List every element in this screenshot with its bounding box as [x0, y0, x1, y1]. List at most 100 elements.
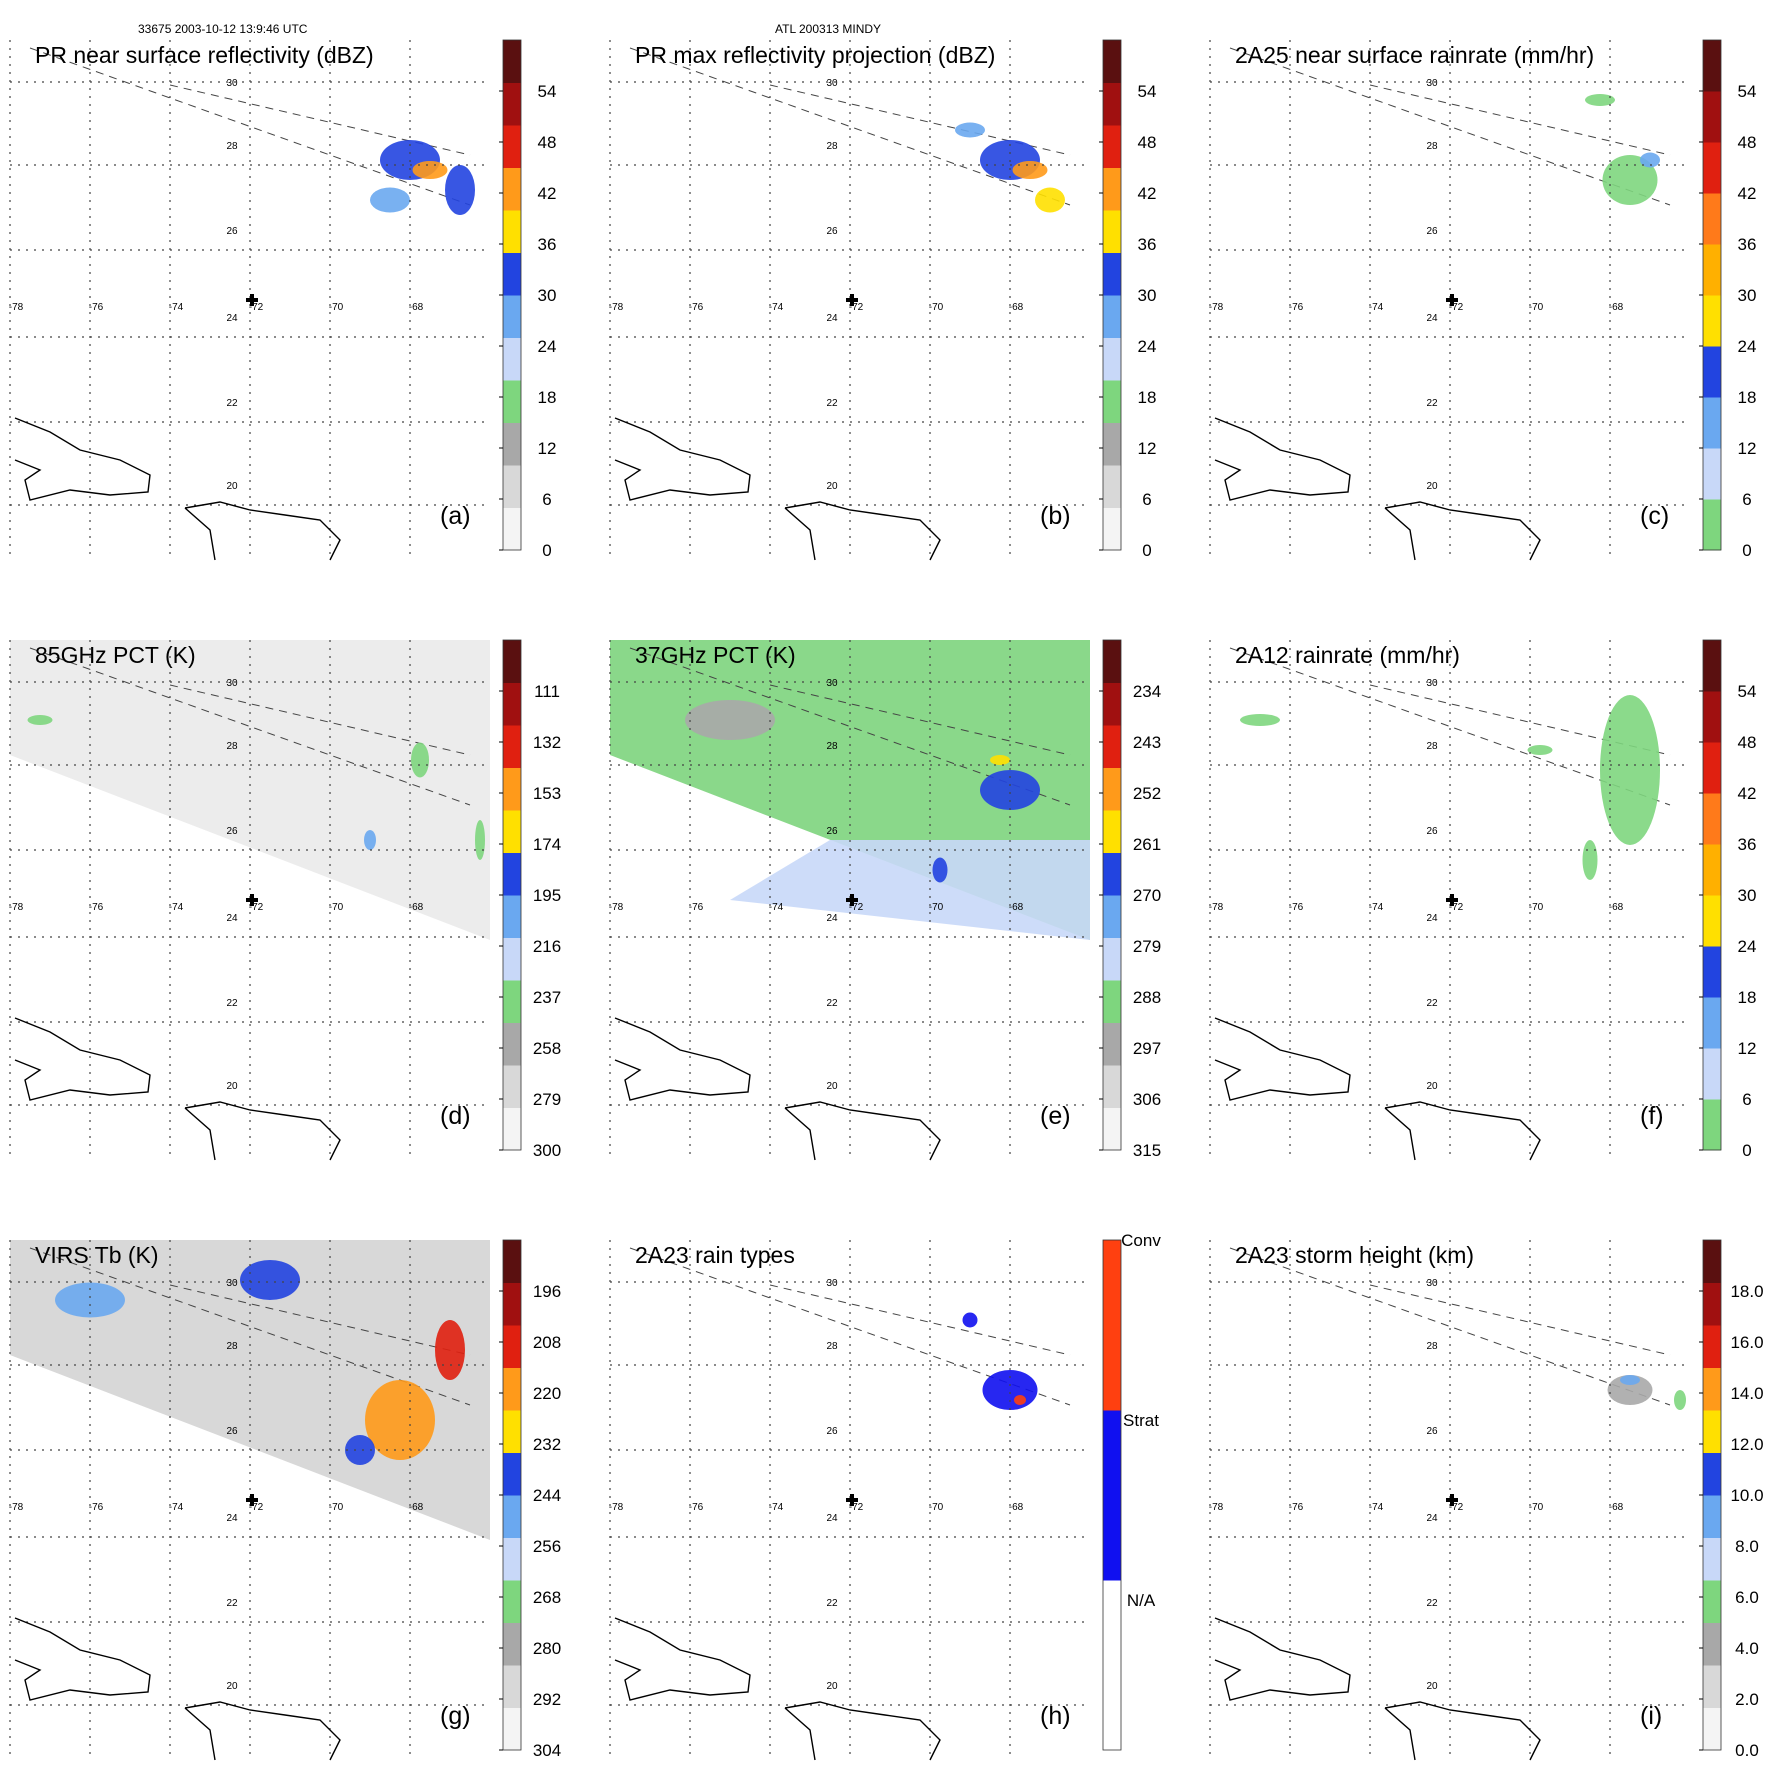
colorbar-tick-label: 174 [533, 835, 561, 854]
panel-g-map: -78 -76 -74 -72 -70 -68 30 28 26 24 22 20 304 292 280 2… [9, 1239, 561, 1761]
lon-label: -78 [609, 902, 624, 913]
plus-icon [246, 894, 258, 906]
colorbar-swatch [503, 810, 521, 853]
colorbar-swatch [1103, 82, 1121, 126]
colorbar-tick-label: 279 [533, 1090, 561, 1109]
lat-label: 28 [1426, 1341, 1438, 1352]
colorbar-swatch [1103, 852, 1121, 896]
colorbar-tick-label: 54 [1738, 82, 1757, 101]
swath-edge-north [1229, 1247, 1671, 1406]
lon-label: -68 [1009, 302, 1024, 313]
lon-label: -68 [409, 302, 424, 313]
lon-label: -74 [769, 1502, 784, 1513]
lon-label: -76 [89, 902, 104, 913]
colorbar-category-label: Conv [1121, 1231, 1161, 1250]
colorbar-swatch [503, 1622, 521, 1666]
lon-label: -68 [1609, 1502, 1624, 1513]
colorbar-i: 0.0 2.0 4.0 6.0 8.0 10.0 12.0 14.0 16.0 18.0 [1699, 1239, 1764, 1760]
panel-b: -78 -76 -74 -72 -70 -68 30 28 26 24 22 20 0 6 12 18 24 30… [609, 39, 1190, 580]
panel-h: -78 -76 -74 -72 -70 -68 30 28 26 24 22 20 N/A Strat Co… [609, 1231, 1190, 1780]
coastline-cuba [14, 1017, 151, 1101]
panel-label: (a) [440, 502, 471, 530]
lon-label: -70 [1529, 302, 1544, 313]
colorbar-tick-label: 42 [538, 184, 557, 203]
colorbar-e: 315 306 297 288 279 270 261 252 243 234 [1099, 639, 1161, 1160]
colorbar-swatch [1703, 793, 1721, 845]
swath-edge-south [769, 684, 1071, 756]
colorbar-c: 0 6 12 18 24 30 36 42 48 54 [1699, 39, 1757, 560]
panel-f-map: -78 -76 -74 -72 -70 -68 30 28 26 24 22 20 0 6 12 18 24 30… [1209, 639, 1757, 1161]
colorbar-swatch [503, 1282, 521, 1326]
colorbar-swatch [503, 1325, 521, 1368]
lat-label: 22 [1426, 398, 1438, 409]
plus-icon [1446, 294, 1458, 306]
colorbar-swatch [1103, 810, 1121, 853]
colorbar-tick-label: 24 [1738, 337, 1757, 356]
coastline-cuba [614, 1617, 751, 1701]
colorbar-swatch [1703, 397, 1721, 449]
colorbar-swatch [1103, 1022, 1121, 1066]
colorbar-swatch [1103, 210, 1121, 253]
lat-label: 26 [826, 226, 838, 237]
lat-label: 30 [226, 1278, 238, 1289]
colorbar-swatch [503, 125, 521, 168]
colorbar-d: 300 279 258 237 216 195 174 153 132 111 [499, 639, 561, 1160]
lat-label: 26 [826, 1426, 838, 1437]
colorbar-tick-label: 0 [1742, 1141, 1751, 1160]
lon-label: -74 [1369, 302, 1384, 313]
colorbar-swatch [1703, 346, 1721, 398]
lon-label: -70 [929, 302, 944, 313]
lon-label: -78 [609, 302, 624, 313]
lat-label: 20 [1426, 481, 1438, 492]
colorbar-swatch [1103, 295, 1121, 338]
colorbar-swatch [1103, 937, 1121, 981]
panel-title: 2A25 near surface rainrate (mm/hr) [1235, 42, 1595, 68]
colorbar-swatch [503, 210, 521, 253]
echo-patch [1607, 1375, 1653, 1405]
colorbar-swatch [503, 295, 521, 338]
lon-label: -72 [849, 902, 864, 913]
echo-patch [990, 755, 1010, 765]
echo-patch [1012, 161, 1048, 179]
colorbar-tick-label: 153 [533, 784, 561, 803]
lat-label: 28 [1426, 741, 1438, 752]
colorbar-swatch [503, 1367, 521, 1411]
colorbar-swatch [1103, 1580, 1121, 1751]
colorbar-swatch [503, 507, 521, 551]
colorbar-tick-label: 36 [1138, 235, 1157, 254]
lon-label: -68 [409, 902, 424, 913]
panel-a: -78 -76 -74 -72 -70 -68 30 28 26 24 22 20 0 6 12 18 24 30… [9, 39, 590, 580]
colorbar-tick-label: 12 [1738, 1039, 1757, 1058]
colorbar-swatch [1703, 40, 1721, 92]
lat-label: 22 [1426, 1598, 1438, 1609]
colorbar-tick-label: 0.0 [1735, 1741, 1759, 1760]
panel-c: -78 -76 -74 -72 -70 -68 30 28 26 24 22 20 0 6 12 18 24 30… [1209, 39, 1771, 580]
colorbar-swatch [503, 1240, 521, 1283]
lon-label: -70 [329, 902, 344, 913]
colorbar-swatch [503, 1580, 521, 1623]
lat-label: 22 [226, 398, 238, 409]
coastline-cuba [14, 1617, 151, 1701]
lat-label: 28 [226, 741, 238, 752]
swath-edge-north [29, 1247, 471, 1406]
colorbar-swatch [1703, 1048, 1721, 1100]
colorbar-swatch [1703, 295, 1721, 347]
colorbar-swatch [503, 895, 521, 938]
colorbar-tick-label: 2.0 [1735, 1690, 1759, 1709]
colorbar-tick-label: 288 [1133, 988, 1161, 1007]
colorbar-swatch [1703, 946, 1721, 998]
colorbar-tick-label: 8.0 [1735, 1537, 1759, 1556]
colorbar-swatch [503, 937, 521, 981]
orbit-info: 33675 2003-10-12 13:9:46 UTC [138, 22, 308, 36]
panel-title: VIRS Tb (K) [35, 1242, 159, 1268]
colorbar-swatch [1703, 1410, 1721, 1453]
colorbar-swatch [1103, 1410, 1121, 1581]
lon-label: -70 [1529, 902, 1544, 913]
echo-patch [240, 1260, 300, 1300]
colorbar-tick-label: 0 [1142, 541, 1151, 560]
colorbar-swatch [1703, 997, 1721, 1049]
colorbar-tick-label: 12 [1738, 439, 1757, 458]
echo-patch [1674, 1390, 1686, 1410]
panel-label: (c) [1640, 502, 1670, 530]
echo-patch [345, 1435, 375, 1465]
